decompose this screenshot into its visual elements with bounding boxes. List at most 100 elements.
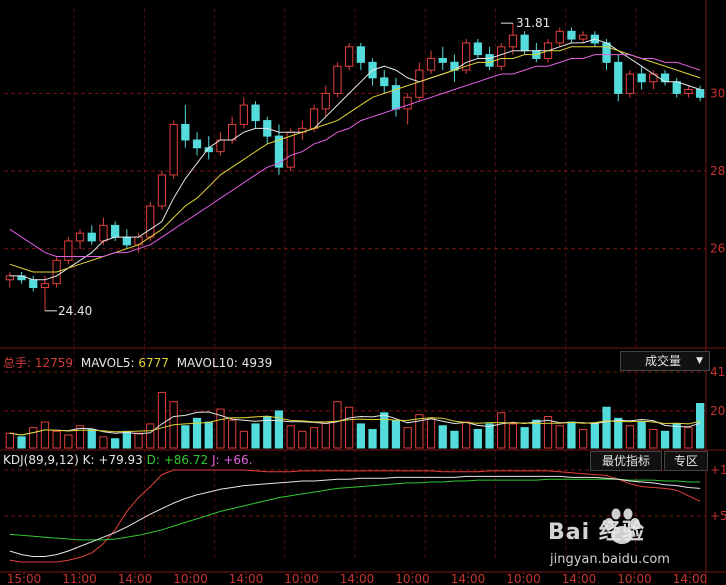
volume-bar <box>684 427 693 449</box>
chevron-down-icon: ▼ <box>696 356 703 366</box>
candle-up <box>403 96 412 110</box>
volume-bar <box>555 425 564 449</box>
volume-bar <box>672 423 681 449</box>
volume-bar <box>426 417 436 449</box>
volume-bar <box>625 425 635 449</box>
volume-bar <box>228 419 237 449</box>
x-tick-label: 10:00 <box>395 572 430 585</box>
candle-up <box>5 275 14 281</box>
volume-bar <box>590 423 599 449</box>
volume-bar <box>52 430 61 449</box>
volume-bar <box>309 427 319 449</box>
candle-up <box>555 30 564 44</box>
volume-bar <box>415 414 424 449</box>
indicator-select-label: 成交量 <box>645 354 682 368</box>
kdj-panel[interactable] <box>9 469 701 563</box>
volume-bar <box>532 419 541 449</box>
volume-bar <box>368 428 377 449</box>
candle-up <box>579 34 588 40</box>
moving-average-line <box>9 54 701 257</box>
volume-bar <box>251 423 260 449</box>
paw-logo-icon <box>604 508 640 544</box>
candle-up <box>169 123 178 176</box>
candle-down <box>274 135 284 168</box>
volume-bar <box>579 428 588 449</box>
kdj-d-line <box>9 478 701 541</box>
volume-bar <box>204 421 213 449</box>
watermark-site: jingyan.baidu.com <box>550 552 670 567</box>
volume-bar <box>64 434 73 449</box>
candle-down <box>485 54 494 67</box>
candle-up <box>286 131 295 168</box>
volume-bar <box>157 391 167 449</box>
x-tick-label: 14:00 <box>562 572 597 585</box>
volume-bar <box>345 406 354 449</box>
volume-bar <box>134 432 143 449</box>
moving-average-line <box>9 38 701 281</box>
x-tick-label: 14:00 <box>340 572 375 585</box>
kdj-j-line <box>9 469 701 563</box>
volume-bar <box>40 421 50 449</box>
volume-bar <box>87 428 96 449</box>
volume-bar <box>696 403 705 449</box>
volume-bar <box>298 430 307 449</box>
candle-up <box>321 92 330 110</box>
volume-bar <box>99 436 108 449</box>
volume-bar <box>543 415 553 449</box>
baidu-jingyan-watermark: Bai 经验 jingyan.baidu.com <box>548 506 708 570</box>
volume-bar <box>122 430 131 449</box>
volume-bar <box>497 412 506 449</box>
kdj-header: KDJ(89,9,12) K: +79.93 D: +86.72 J: +66. <box>3 453 253 467</box>
mavol10-label: MAVOL10: <box>176 356 238 370</box>
candle-down <box>567 30 576 40</box>
candle-up <box>415 69 424 98</box>
kdj-k-value: K: +79.93 <box>82 453 143 467</box>
x-tick-label: 14:00 <box>673 572 708 585</box>
x-tick-label: 10:00 <box>617 572 652 585</box>
total-volume-value: 12759 <box>34 356 74 370</box>
candle-up <box>40 283 50 289</box>
volume-bar <box>438 425 447 449</box>
volume-panel[interactable] <box>5 391 705 449</box>
volume-bar <box>274 410 284 449</box>
volume-bar <box>614 417 623 449</box>
x-tick-label: 11:00 <box>62 572 97 585</box>
volume-bar <box>239 430 248 449</box>
kdj-tick-label: +1 <box>710 463 726 477</box>
price-panel[interactable]: 31.81 24.40 <box>5 16 705 318</box>
mavol10-value: 4939 <box>241 356 273 370</box>
volume-bar <box>181 425 190 449</box>
indicator-select[interactable]: 成交量 ▼ <box>620 351 710 371</box>
best-indicator-button[interactable]: 最优指标 <box>590 451 662 471</box>
special-zone-button[interactable]: 专区 <box>664 451 708 471</box>
candle-down <box>520 34 529 52</box>
high-marker-label: 31.81 <box>516 16 550 30</box>
mavol5-value: 6777 <box>138 356 169 370</box>
axis-labels: 26 28 30 41 20 +1 +5 15:00 11:00 14:00 10:00 14:00 1… <box>7 86 726 585</box>
volume-tick-label: 41 <box>710 365 725 379</box>
watermark-brand: Bai 经验 <box>548 520 645 545</box>
volume-bar <box>660 430 670 449</box>
candle-up <box>146 205 155 238</box>
kdj-name: KDJ(89,9,12) <box>3 453 79 467</box>
candle-down <box>473 42 482 56</box>
volume-bar <box>485 423 494 449</box>
volume-bar <box>508 423 518 449</box>
volume-header: 总手: 12759 MAVOL5: 6777 MAVOL10: 4939 <box>3 354 272 371</box>
candle-down <box>380 77 389 87</box>
moving-average-line <box>9 46 701 273</box>
kdj-k-line <box>9 475 701 557</box>
candle-up <box>64 240 73 261</box>
volume-bar <box>5 432 14 449</box>
x-tick-label: 14:00 <box>118 572 153 585</box>
volume-bar <box>649 428 658 449</box>
candle-down <box>356 46 365 63</box>
volume-tick-label: 20 <box>710 404 725 418</box>
volume-bar <box>356 423 365 449</box>
volume-bar <box>602 406 611 449</box>
candle-up <box>333 65 342 94</box>
volume-bar <box>567 421 576 449</box>
candle-down <box>122 236 131 246</box>
